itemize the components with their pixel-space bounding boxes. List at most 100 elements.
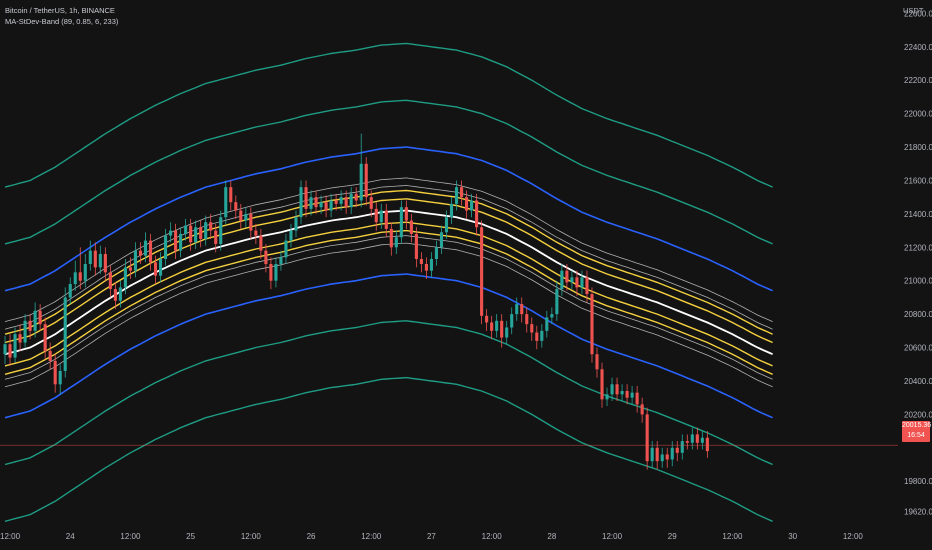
- candlesticks: [3, 133, 709, 470]
- candle-body: [304, 187, 308, 209]
- candle-body: [384, 210, 388, 229]
- candle-body: [685, 441, 689, 443]
- candle-body: [189, 225, 193, 243]
- candle-body: [174, 230, 178, 251]
- candle-body: [8, 344, 12, 358]
- candle-body: [199, 227, 203, 239]
- x-tick-label: 24: [66, 532, 75, 541]
- candle-body: [98, 253, 102, 268]
- candle-body: [319, 202, 323, 208]
- candle-body: [434, 247, 439, 259]
- candle-body: [344, 197, 348, 208]
- candle-body: [600, 369, 604, 400]
- candle-body: [424, 264, 428, 271]
- candle-body: [389, 228, 393, 248]
- candle-body: [279, 257, 283, 264]
- candle-body: [500, 320, 504, 338]
- y-tick-label: 21000.00: [904, 277, 932, 286]
- candle-body: [284, 240, 288, 258]
- candle-body: [164, 235, 168, 259]
- candle-body: [264, 250, 268, 264]
- candle-body: [209, 222, 213, 231]
- x-tick-label: 12:00: [120, 532, 141, 541]
- x-tick-label: 12:00: [361, 532, 382, 541]
- candle-body: [194, 227, 198, 243]
- candle-body: [480, 227, 484, 316]
- candle-body: [269, 264, 273, 281]
- candle-body: [369, 197, 373, 209]
- price-axis[interactable]: 22600.00 22400.00 22200.00 22000.00 21800.00…: [904, 9, 932, 516]
- candle-body: [38, 310, 42, 325]
- candle-body: [299, 187, 303, 218]
- candle-body: [550, 314, 554, 318]
- candle-body: [254, 230, 258, 236]
- candle-body: [585, 277, 589, 295]
- candle-body: [13, 334, 17, 358]
- x-tick-label: 29: [668, 532, 677, 541]
- candle-body: [635, 392, 639, 405]
- candle-body: [630, 392, 634, 398]
- candle-body: [545, 317, 549, 331]
- band-yellow-0: [4, 229, 773, 375]
- x-tick-label: 25: [186, 532, 195, 541]
- candle-body: [454, 187, 459, 204]
- candle-body: [409, 220, 413, 234]
- candle-body: [309, 197, 313, 209]
- y-tick-label: 21400.00: [904, 210, 932, 219]
- time-axis[interactable]: 12:00 24 12:00 25 12:00 26 12:00 27 12:00 28 12:00…: [0, 532, 863, 541]
- band-center-ma: [4, 209, 773, 356]
- x-tick-label: 28: [547, 532, 556, 541]
- candle-body: [93, 250, 97, 268]
- band-yellow-2: [4, 198, 773, 344]
- candle-body: [204, 222, 208, 239]
- y-tick-label: 22200.00: [904, 76, 932, 85]
- candle-body: [419, 258, 423, 264]
- band-blue-1: [4, 146, 773, 292]
- band-outer-2: [4, 99, 773, 245]
- candle-body: [394, 237, 398, 248]
- last-price-value: 20015.36: [902, 422, 932, 429]
- candle-body: [515, 304, 519, 315]
- y-tick-label: 22600.00: [904, 9, 932, 18]
- x-tick-label: 12:00: [602, 532, 623, 541]
- candle-body: [439, 232, 444, 248]
- candle-body: [359, 163, 363, 201]
- x-tick-label: 12:00: [0, 532, 21, 541]
- candle-body: [108, 272, 112, 290]
- candle-body: [705, 437, 709, 452]
- candle-body: [153, 262, 158, 276]
- bar-countdown: 16:54: [907, 432, 925, 439]
- y-tick-label: 21200.00: [904, 243, 932, 252]
- band-yellow-1: [4, 221, 773, 367]
- candle-body: [289, 230, 293, 241]
- candle-body: [234, 202, 238, 211]
- candle-body: [700, 437, 704, 443]
- band-blue-0: [4, 273, 773, 419]
- candle-body: [650, 447, 654, 462]
- candle-body: [324, 202, 328, 211]
- y-tick-label: 20400.00: [904, 377, 932, 386]
- candle-body: [229, 187, 233, 203]
- y-tick-label: 21800.00: [904, 143, 932, 152]
- band-inner-1: [4, 235, 773, 380]
- indicator-title[interactable]: MA-StDev-Band (89, 0.85, 6, 233): [5, 17, 119, 26]
- y-tick-label: 20800.00: [904, 310, 932, 319]
- candle-body: [444, 217, 449, 233]
- candle-body: [690, 434, 694, 443]
- symbol-title[interactable]: Bitcoin / TetherUS, 1h, BINANCE: [5, 6, 115, 15]
- candle-body: [510, 314, 514, 328]
- candle-body: [695, 434, 699, 443]
- candle-body: [605, 394, 609, 400]
- candle-body: [530, 324, 534, 333]
- candle-body: [184, 225, 188, 234]
- candle-body: [314, 197, 318, 208]
- candle-body: [495, 320, 499, 331]
- candle-body: [103, 253, 107, 273]
- candle-body: [475, 200, 479, 228]
- candle-body: [620, 390, 624, 395]
- candle-body: [48, 350, 52, 361]
- band-outer-0: [4, 376, 773, 522]
- candle-body: [490, 322, 494, 331]
- candle-body: [610, 384, 614, 395]
